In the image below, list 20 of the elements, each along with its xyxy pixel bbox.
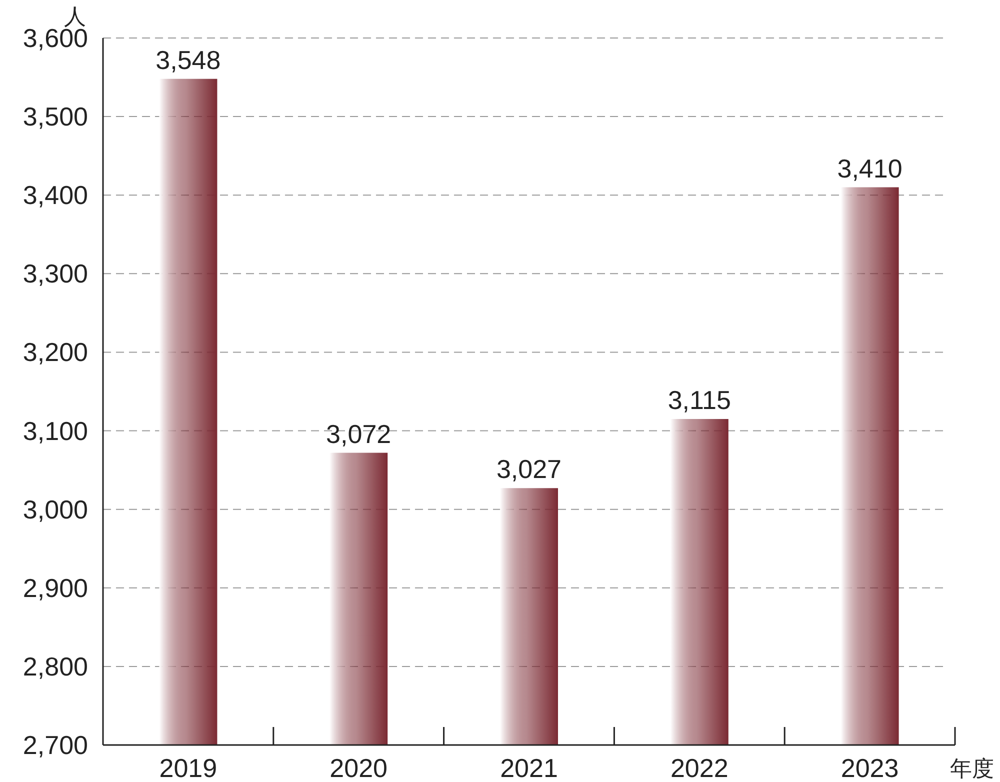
y-tick-label: 2,900 — [22, 572, 88, 603]
x-tick-label: 2020 — [330, 753, 388, 782]
y-tick-label: 3,300 — [22, 258, 88, 289]
x-tick-label: 2022 — [670, 753, 728, 782]
data-label: 3,548 — [156, 44, 221, 75]
data-label: 3,410 — [837, 153, 902, 184]
data-label: 3,115 — [668, 384, 731, 415]
x-tick-label: 2023 — [840, 753, 899, 782]
data-label: 3,072 — [326, 418, 392, 449]
x-tick-label: 2019 — [159, 753, 218, 782]
y-tick-label: 3,400 — [22, 180, 88, 210]
y-tick-label: 3,500 — [22, 102, 88, 132]
data-label: 3,027 — [496, 454, 562, 484]
y-tick-label: 2,800 — [22, 651, 88, 682]
x-tick-label: 2021 — [500, 753, 558, 782]
x-axis-title: 年度 — [950, 756, 994, 781]
y-tick-label: 3,100 — [22, 416, 88, 446]
y-tick-label: 2,700 — [22, 730, 88, 760]
y-tick-label: 3,000 — [22, 494, 88, 524]
y-tick-label: 3,200 — [22, 337, 88, 368]
